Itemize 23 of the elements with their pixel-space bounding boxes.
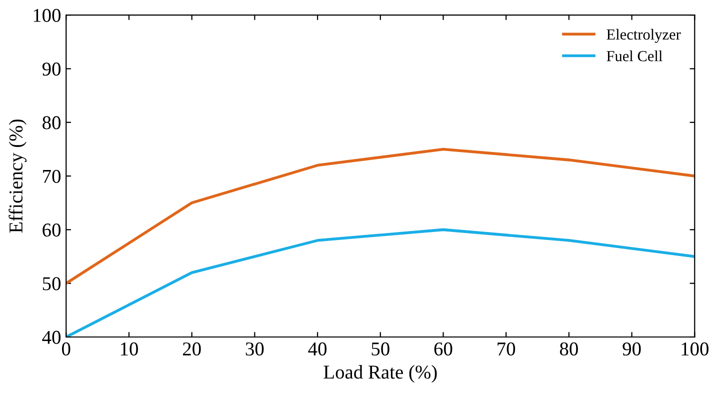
legend-label: Fuel Cell	[606, 50, 662, 62]
y-tick-label: 80	[42, 116, 61, 130]
x-tick-label: 70	[498, 342, 516, 356]
y-tick-label: 60	[42, 224, 61, 237]
y-axis-title: Efficiency (%)	[8, 120, 27, 233]
x-tick-label: 90	[622, 342, 641, 356]
y-tick-label: 100	[34, 8, 61, 22]
line-series	[66, 148, 695, 285]
x-tick-label: 60	[434, 342, 452, 356]
x-tick-label: 20	[182, 342, 201, 356]
y-tick-label: 90	[42, 62, 61, 76]
x-tick-label: 0	[62, 342, 70, 356]
x-tick-label: 80	[560, 342, 578, 356]
x-tick-label: 30	[246, 342, 264, 356]
y-tick-label: 50	[42, 277, 61, 290]
x-tick-label: 40	[308, 342, 327, 356]
x-tick-label: 50	[372, 342, 390, 356]
x-tick-label: 100	[682, 342, 708, 356]
x-tick-label: 10	[120, 342, 138, 356]
legend-label: Electrolyzer	[606, 28, 681, 43]
x-axis-title: Load Rate (%)	[324, 365, 437, 383]
y-tick-label: 40	[42, 330, 61, 344]
y-tick-label: 70	[43, 170, 61, 183]
